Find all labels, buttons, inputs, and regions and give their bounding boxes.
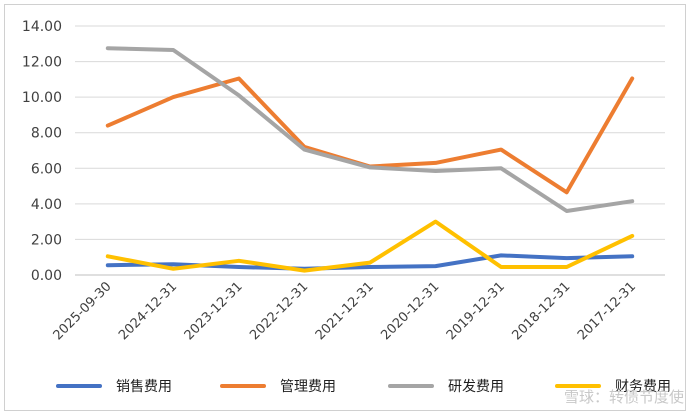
y-tick-label: 14.00 [22, 19, 62, 35]
x-tick-label: 2018-12-31 [509, 279, 573, 343]
watermark: 雪球：转债节度使 [564, 388, 684, 406]
legend-label-0: 销售费用 [116, 379, 172, 395]
series-lines [105, 46, 635, 273]
x-tick-label: 2019-12-31 [444, 279, 508, 343]
y-tick-label: 2.00 [31, 232, 62, 248]
legend: 销售费用 管理费用 研发费用 财务费用 [56, 379, 671, 395]
y-tick-label: 0.00 [31, 268, 62, 284]
legend-label-1: 管理费用 [280, 379, 336, 395]
x-axis-ticks: 2025-09-30 2024-12-31 2023-12-31 2022-12-31… [51, 279, 639, 343]
y-tick-label: 10.00 [22, 90, 62, 106]
y-tick-label: 8.00 [31, 126, 62, 142]
x-tick-label: 2017-12-31 [575, 279, 639, 343]
grid-lines [75, 25, 665, 276]
y-axis-ticks: 0.00 2.00 4.00 6.00 8.00 10.00 12.00 14.00 [22, 19, 62, 284]
legend-label-3: 财务费用 [615, 379, 671, 395]
series-line-3 [105, 219, 635, 273]
series-line-2 [105, 46, 635, 213]
x-tick-label: 2021-12-31 [313, 279, 377, 343]
x-tick-label: 2024-12-31 [116, 279, 180, 343]
y-tick-label: 6.00 [31, 161, 62, 177]
x-tick-label: 2022-12-31 [247, 279, 311, 343]
y-tick-label: 4.00 [31, 197, 62, 213]
x-tick-label: 2025-09-30 [51, 279, 115, 343]
series-line-1 [105, 76, 635, 195]
legend-label-2: 研发费用 [448, 379, 504, 395]
chart-frame [4, 4, 686, 411]
x-tick-label: 2023-12-31 [182, 279, 246, 343]
x-tick-label: 2020-12-31 [378, 279, 442, 343]
y-tick-label: 12.00 [22, 55, 62, 71]
